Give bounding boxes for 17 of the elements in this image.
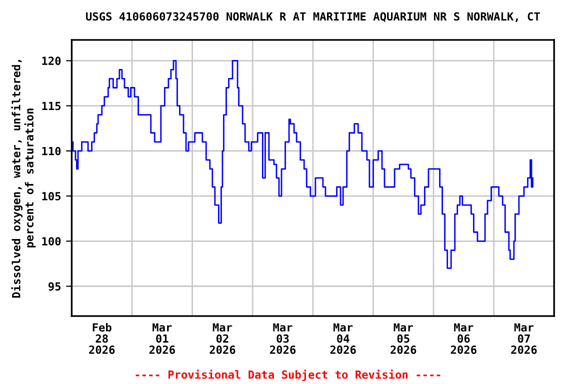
- y-tick-label: 100: [42, 237, 61, 246]
- y-tick-label: 115: [42, 102, 61, 110]
- y-tick-label: 120: [42, 56, 61, 66]
- x-tick-label: Mar 02 2026: [210, 323, 236, 354]
- x-tick-label: Mar 04 2026: [330, 323, 356, 354]
- y-axis-title: Dissolved oxygen, water, unfiltered, percent of saturation: [11, 60, 36, 298]
- x-tick-label: Mar 05 2026: [390, 323, 416, 354]
- y-tick-label: 95: [48, 282, 61, 291]
- x-tick-label: Mar 06 2026: [450, 323, 476, 354]
- chart-title: USGS 410606073245700 NORWALK R AT MARITIME AQUARIUM NR S NORWALK, CT: [86, 12, 540, 22]
- y-tick-label: 105: [42, 192, 61, 200]
- x-tick-label: Mar 07 2026: [511, 323, 537, 354]
- x-tick-label: Mar 01 2026: [149, 323, 175, 354]
- x-tick-label: Feb 28 2026: [89, 322, 115, 354]
- y-tick-label: 110: [42, 146, 61, 156]
- text: ---- Provisional Data Subject to Revision ----: [136, 370, 440, 381]
- x-tick-label: Mar 03 2026: [270, 323, 296, 354]
